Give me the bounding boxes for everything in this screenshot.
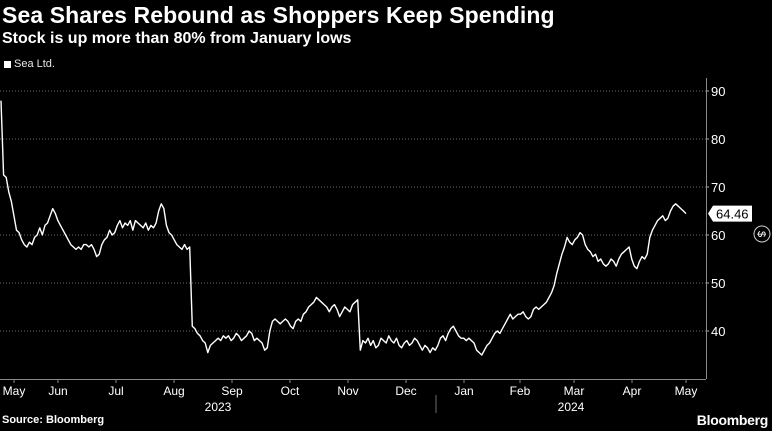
- currency-symbol: $: [755, 231, 767, 237]
- y-tick-label: 50: [711, 276, 725, 291]
- x-tick-label: Aug: [163, 384, 184, 398]
- source-note: Source: Bloomberg: [2, 414, 105, 426]
- x-tick-label: Apr: [623, 384, 642, 398]
- chart-subtitle: Stock is up more than 80% from January l…: [2, 30, 352, 47]
- x-tick-label: May: [3, 384, 26, 398]
- y-tick-label: 40: [711, 324, 725, 339]
- x-tick-label: Sep: [221, 384, 243, 398]
- y-tick-label: 80: [711, 132, 725, 147]
- axes: [0, 78, 709, 413]
- legend: Sea Ltd.: [4, 58, 55, 70]
- y-tick-label: 70: [711, 180, 725, 195]
- x-tick-label: May: [675, 384, 698, 398]
- x-tick-label: Dec: [395, 384, 416, 398]
- legend-label: Sea Ltd.: [14, 58, 55, 70]
- gridlines: [0, 90, 706, 332]
- year-label: 2023: [205, 400, 232, 414]
- x-tick-label: Jun: [48, 384, 67, 398]
- chart-title: Sea Shares Rebound as Shoppers Keep Spen…: [2, 2, 555, 28]
- x-tick-label: Nov: [337, 384, 358, 398]
- x-tick-label: Oct: [281, 384, 300, 398]
- y-tick-label: 90: [711, 84, 725, 99]
- last-value-callout: 64.46: [708, 205, 752, 222]
- x-tick-label: Jul: [108, 384, 123, 398]
- last-value-flag: [708, 205, 752, 222]
- series-line-sea-ltd: [0, 100, 687, 356]
- x-axis-labels: May Jun Jul Aug Sep Oct Nov Dec Jan Feb Mar Apr May 2…: [3, 384, 698, 414]
- x-tick-label: Jan: [454, 384, 473, 398]
- y-tick-label: 60: [711, 228, 725, 243]
- y-axis-labels: 40 50 60 70 80 90: [711, 84, 725, 339]
- last-value-label: 64.46: [716, 207, 749, 222]
- bloomberg-logo: Bloomberg: [696, 412, 769, 428]
- legend-swatch: [4, 60, 11, 68]
- year-label: 2024: [558, 400, 585, 414]
- series-lines: [0, 100, 687, 356]
- x-tick-label: Mar: [564, 384, 585, 398]
- currency-icon: $: [753, 225, 771, 243]
- x-tick-label: Feb: [510, 384, 531, 398]
- currency-circle: [753, 225, 771, 243]
